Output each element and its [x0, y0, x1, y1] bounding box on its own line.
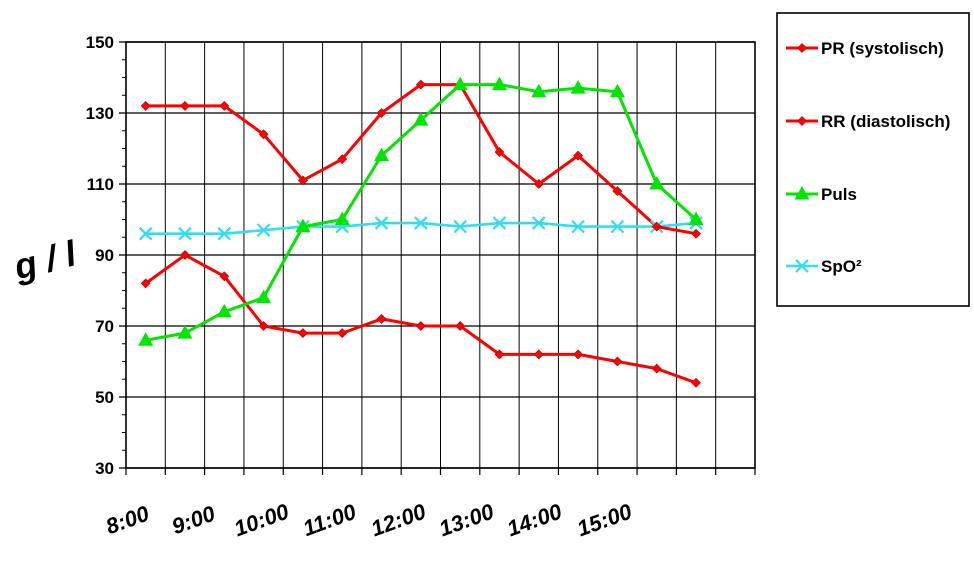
data-point	[374, 147, 390, 162]
data-point	[256, 289, 272, 304]
data-point	[334, 211, 350, 225]
marker-stroke	[532, 216, 546, 230]
data-point	[691, 228, 701, 239]
data-point	[491, 76, 507, 91]
data-point	[295, 218, 311, 233]
x-tick-label: 9:00	[168, 500, 219, 539]
data-point	[256, 223, 271, 237]
data-point	[138, 332, 154, 346]
data-point	[376, 313, 387, 324]
marker-stroke	[138, 226, 153, 241]
x-tick-label: 12:00	[368, 498, 430, 541]
legend-label: RR (diastolisch)	[821, 112, 950, 131]
data-point	[570, 80, 586, 94]
x-tick-label: 8:00	[102, 500, 153, 539]
data-point	[180, 250, 190, 260]
legend-label: PR (systolisch)	[821, 39, 944, 58]
y-tick-label: 110	[87, 175, 114, 194]
data-point	[532, 216, 546, 230]
legend-box	[776, 12, 970, 307]
data-point	[216, 303, 232, 318]
data-point	[178, 226, 192, 241]
y-tick-label: 130	[86, 104, 114, 123]
data-point	[571, 219, 585, 234]
data-point	[609, 83, 625, 98]
marker-stroke	[453, 219, 467, 234]
data-point	[531, 83, 547, 98]
legend-swatch-marker	[794, 186, 810, 200]
y-tick-label: 90	[95, 246, 114, 265]
x-tick-label: 11:00	[299, 499, 360, 541]
data-point	[415, 321, 426, 331]
data-point	[180, 100, 190, 111]
data-point	[413, 112, 429, 126]
data-point	[219, 271, 230, 282]
data-point	[337, 328, 348, 339]
data-point	[651, 221, 662, 232]
data-point	[374, 216, 389, 230]
series-line-0	[145, 83, 697, 236]
data-point	[610, 219, 625, 234]
y-tick-label: 150	[86, 33, 114, 52]
y-tick-label: 30	[95, 459, 114, 478]
y-tick-label: 70	[95, 317, 114, 336]
data-point	[612, 186, 623, 197]
data-point	[258, 321, 269, 331]
data-point	[573, 349, 584, 360]
data-point	[415, 79, 426, 90]
legend-label: SpO²	[821, 257, 862, 276]
data-point	[217, 226, 232, 241]
x-tick-label: 13:00	[436, 498, 498, 541]
data-point	[452, 76, 468, 91]
data-point	[258, 129, 269, 140]
marker-stroke	[492, 216, 507, 230]
data-point	[140, 100, 151, 111]
data-point	[688, 211, 704, 225]
plot-area-border	[125, 41, 756, 469]
data-point	[337, 154, 348, 165]
marker-stroke	[178, 226, 192, 241]
data-point	[649, 176, 665, 190]
y-axis-title: g / l	[9, 232, 81, 287]
data-point	[376, 108, 387, 118]
y-tick-label: 50	[95, 388, 114, 407]
marker-stroke	[374, 216, 389, 230]
x-tick-label: 14:00	[504, 498, 566, 541]
data-point	[297, 328, 308, 339]
data-point	[219, 100, 230, 111]
legend-swatch-marker	[797, 116, 807, 126]
legend-swatch-marker	[797, 43, 807, 53]
data-point	[177, 325, 193, 339]
data-point	[573, 150, 584, 161]
marker-stroke	[571, 219, 585, 234]
data-point	[492, 216, 507, 230]
data-point	[455, 321, 466, 331]
data-point	[140, 278, 151, 289]
marker-stroke	[217, 226, 232, 241]
legend-label: Puls	[821, 185, 857, 204]
series-line-1	[144, 253, 697, 385]
x-tick-label: 15:00	[574, 498, 636, 541]
data-point	[138, 226, 153, 241]
data-point	[533, 349, 544, 360]
marker-stroke	[610, 219, 625, 234]
data-point	[494, 147, 505, 157]
data-point	[297, 175, 308, 186]
x-tick-label: 10:00	[231, 498, 293, 541]
data-point	[414, 216, 428, 230]
data-point	[651, 363, 662, 374]
marker-stroke	[414, 216, 428, 230]
data-point	[612, 356, 623, 367]
data-point	[453, 219, 467, 234]
marker-stroke	[256, 223, 271, 237]
legend-swatch-marker	[795, 259, 809, 273]
data-point	[691, 377, 701, 388]
data-point	[494, 349, 505, 360]
data-point	[533, 179, 544, 189]
marker-stroke	[795, 259, 809, 273]
